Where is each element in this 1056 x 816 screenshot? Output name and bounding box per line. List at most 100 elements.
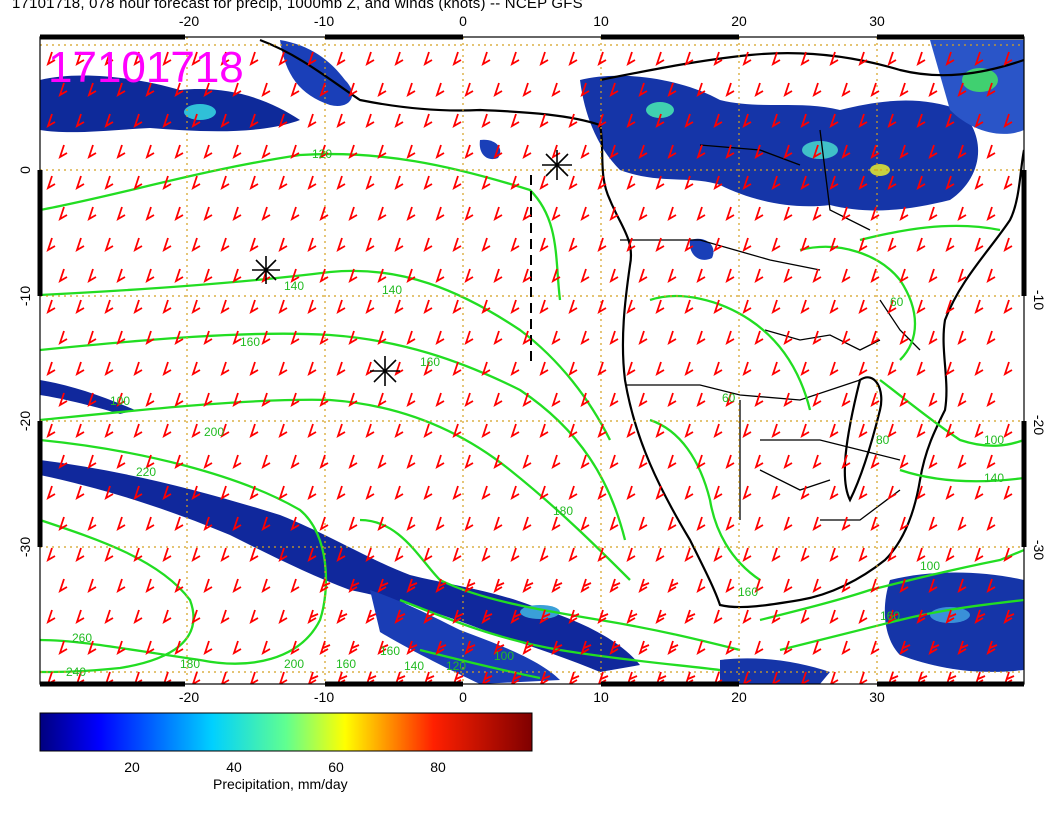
wind-barb [841, 392, 851, 407]
wind-barb [870, 268, 880, 283]
wind-barb [916, 51, 926, 66]
contour-label: 140 [404, 659, 424, 673]
wind-barb [46, 609, 56, 624]
wind-barb [887, 547, 897, 562]
wind-barb [435, 454, 445, 469]
wind-barb [638, 206, 648, 221]
wind-barb [725, 578, 735, 593]
wind-barb [754, 516, 764, 531]
wind-barb [278, 485, 288, 500]
wind-barb [667, 268, 677, 283]
wind-barb [319, 454, 329, 469]
wind-barb [667, 640, 679, 655]
wind-barb [887, 237, 897, 252]
wind-barb [162, 361, 172, 376]
wind-barb [841, 144, 851, 159]
wind-barb [307, 361, 317, 376]
wind-barb [87, 206, 97, 221]
wind-barb [841, 82, 851, 97]
wind-barb [859, 671, 868, 684]
wind-barb [713, 361, 723, 376]
wind-barb [493, 206, 503, 221]
wind-barb [203, 640, 213, 655]
wind-barb [162, 175, 172, 190]
colorbar-tick-label: 60 [328, 759, 344, 775]
lon-label-top: -20 [179, 13, 199, 29]
wind-barb [174, 330, 184, 345]
wind-barb [945, 113, 955, 128]
wind-barb [771, 175, 781, 190]
wind-barb [116, 206, 126, 221]
contour-label: 60 [890, 295, 904, 309]
lat-label-right: -10 [1031, 290, 1047, 310]
wind-barb [307, 299, 317, 314]
lat-label-left: -20 [17, 411, 33, 431]
wind-barb [145, 82, 155, 97]
wind-barb [290, 330, 300, 345]
wind-barb [423, 547, 433, 562]
contour-label: 160 [380, 644, 400, 658]
wind-barb [336, 609, 348, 624]
wind-barb [551, 82, 561, 97]
wind-barb [192, 671, 201, 684]
wind-barb [307, 485, 317, 500]
wind-barb [377, 268, 387, 283]
wind-barb [366, 671, 377, 684]
wind-barb [348, 578, 360, 593]
wind-barb [569, 671, 580, 684]
wind-barb [713, 423, 723, 438]
wind-barb [597, 423, 607, 438]
wind-barb [841, 640, 851, 655]
contour-label: 200 [204, 425, 224, 439]
wind-barb [626, 237, 636, 252]
contour-label: 220 [136, 465, 156, 479]
wind-barb [481, 609, 493, 624]
wind-barb [336, 51, 346, 66]
wind-barb [104, 51, 114, 66]
wind-barb [336, 113, 346, 128]
wind-barb [261, 144, 271, 159]
wind-barb [510, 299, 520, 314]
wind-barb [568, 175, 578, 190]
wind-barb [133, 113, 143, 128]
wind-barb [858, 175, 868, 190]
wind-barb [626, 299, 636, 314]
wind-barb [75, 113, 85, 128]
wind-barb [423, 423, 433, 438]
wind-barb [87, 268, 97, 283]
wind-barb [870, 206, 880, 221]
wind-barb [928, 206, 938, 221]
wind-barb [423, 113, 433, 128]
wind-barb [290, 82, 300, 97]
map-title: 17101718, 078 hour forecast for precip, … [12, 0, 583, 12]
wind-barb [899, 392, 909, 407]
wind-barb [307, 609, 319, 624]
wind-barb [540, 671, 551, 684]
wind-barb [551, 330, 561, 345]
wind-barb [626, 361, 636, 376]
wind-barb [812, 206, 822, 221]
wind-barb [655, 361, 665, 376]
wind-barb [800, 175, 810, 190]
wind-barb [191, 237, 201, 252]
wind-barb [829, 547, 839, 562]
contour-label: 180 [180, 657, 200, 671]
wind-barb [870, 640, 880, 655]
wind-barb [278, 423, 288, 438]
wind-barb [742, 51, 752, 66]
wind-barb [203, 144, 213, 159]
wind-barb [464, 392, 474, 407]
lon-label-bottom: 30 [869, 689, 885, 705]
wind-barb [145, 330, 155, 345]
wind-barb [377, 516, 387, 531]
wind-barb [145, 578, 155, 593]
wind-barb [232, 516, 242, 531]
wind-barb [348, 392, 358, 407]
wind-barb [945, 299, 955, 314]
wind-barb [75, 361, 85, 376]
wind-barb [870, 144, 880, 159]
wind-barb [783, 454, 793, 469]
wind-barb [493, 578, 505, 593]
wind-barb [609, 454, 619, 469]
wind-barb [348, 516, 358, 531]
